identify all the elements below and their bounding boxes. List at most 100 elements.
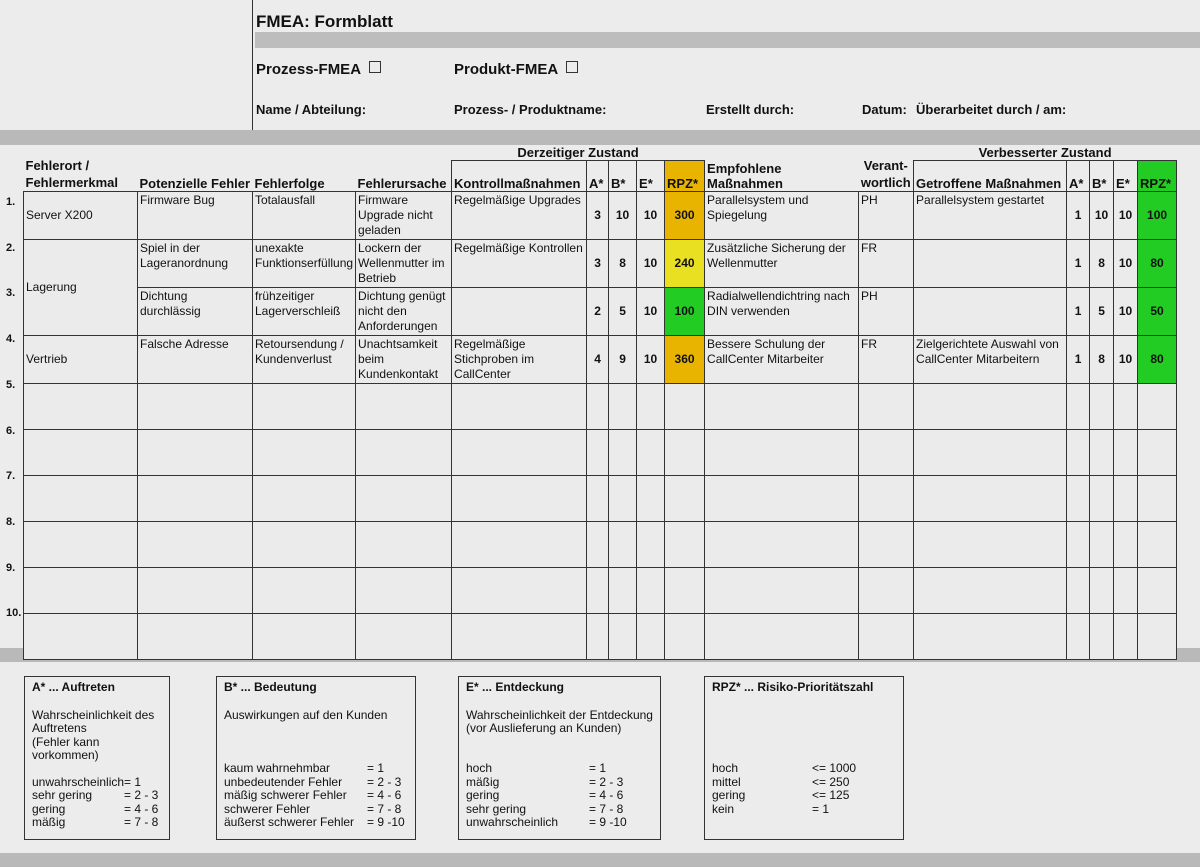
cell-fehler[interactable] <box>137 382 253 430</box>
cell-b2[interactable] <box>1089 520 1115 568</box>
produkt-fmea-checkbox[interactable] <box>566 61 579 73</box>
cell-rpz[interactable]: 360 <box>664 334 706 384</box>
cell-verant[interactable] <box>858 382 915 430</box>
cell-b2[interactable] <box>1089 428 1115 476</box>
cell-getroffen[interactable] <box>913 286 1068 336</box>
cell-empf[interactable]: Bessere Schulung der CallCenter Mitarbei… <box>704 334 860 384</box>
cell-rpz2[interactable] <box>1137 428 1178 476</box>
cell-b[interactable] <box>608 520 638 568</box>
cell-ursache[interactable] <box>355 428 453 476</box>
cell-ort[interactable]: Lagerung <box>23 238 138 336</box>
cell-empf[interactable] <box>704 474 860 522</box>
cell-getroffen[interactable] <box>913 382 1068 430</box>
cell-rpz[interactable] <box>664 382 706 430</box>
cell-e2[interactable]: 10 <box>1113 190 1139 240</box>
cell-e2[interactable] <box>1113 520 1139 568</box>
cell-b[interactable] <box>608 566 638 614</box>
cell-e[interactable] <box>636 428 666 476</box>
cell-empf[interactable]: Zusätzliche Sicherung der Wellenmutter <box>704 238 860 288</box>
cell-a2[interactable]: 1 <box>1066 286 1091 336</box>
cell-verant[interactable] <box>858 428 915 476</box>
prozess-fmea-checkbox[interactable] <box>369 61 382 73</box>
cell-kontrolle[interactable] <box>451 474 588 522</box>
cell-rpz[interactable] <box>664 474 706 522</box>
cell-getroffen[interactable] <box>913 474 1068 522</box>
cell-e[interactable] <box>636 382 666 430</box>
cell-e2[interactable] <box>1113 474 1139 522</box>
cell-b[interactable]: 8 <box>608 238 638 288</box>
cell-fehler[interactable] <box>137 474 253 522</box>
cell-folge[interactable] <box>251 520 357 568</box>
cell-ursache[interactable] <box>355 520 453 568</box>
cell-folge[interactable]: Totalausfall <box>251 190 357 240</box>
cell-folge[interactable] <box>251 566 357 614</box>
cell-ort[interactable] <box>23 428 138 476</box>
cell-empf[interactable] <box>704 382 860 430</box>
cell-kontrolle[interactable] <box>451 566 588 614</box>
cell-folge[interactable] <box>251 382 357 430</box>
cell-kontrolle[interactable] <box>451 520 588 568</box>
cell-getroffen[interactable] <box>913 520 1068 568</box>
produkt-fmea-option[interactable]: Produkt-FMEA <box>454 61 579 78</box>
cell-verant[interactable] <box>858 520 915 568</box>
cell-empf[interactable] <box>704 612 860 660</box>
cell-verant[interactable]: FR <box>858 334 915 384</box>
cell-ursache[interactable]: Lockern der Wellenmutter im Betrieb <box>355 238 453 288</box>
cell-e2[interactable] <box>1113 382 1139 430</box>
cell-a[interactable] <box>586 428 610 476</box>
cell-rpz[interactable]: 100 <box>664 286 706 336</box>
cell-a2[interactable]: 1 <box>1066 190 1091 240</box>
cell-b[interactable]: 10 <box>608 190 638 240</box>
cell-b2[interactable]: 10 <box>1089 190 1115 240</box>
cell-b2[interactable]: 8 <box>1089 238 1115 288</box>
cell-e[interactable] <box>636 612 666 660</box>
cell-getroffen[interactable]: Parallelsystem gestartet <box>913 190 1068 240</box>
cell-b[interactable] <box>608 612 638 660</box>
cell-getroffen[interactable] <box>913 428 1068 476</box>
cell-ursache[interactable]: Dichtung genügt nicht den Anforderungen <box>355 286 453 336</box>
cell-a2[interactable]: 1 <box>1066 334 1091 384</box>
cell-rpz[interactable] <box>664 566 706 614</box>
cell-rpz[interactable] <box>664 520 706 568</box>
cell-ursache[interactable]: Firmware Upgrade nicht geladen <box>355 190 453 240</box>
cell-b[interactable] <box>608 428 638 476</box>
cell-ort[interactable]: Server X200 <box>23 190 138 240</box>
cell-folge[interactable] <box>251 612 357 660</box>
cell-folge[interactable] <box>251 474 357 522</box>
cell-ort[interactable] <box>23 566 138 614</box>
cell-verant[interactable]: FR <box>858 238 915 288</box>
cell-e2[interactable]: 10 <box>1113 334 1139 384</box>
cell-a[interactable]: 2 <box>586 286 610 336</box>
cell-empf[interactable] <box>704 566 860 614</box>
cell-verant[interactable]: PH <box>858 286 915 336</box>
cell-b2[interactable] <box>1089 474 1115 522</box>
cell-a[interactable]: 3 <box>586 238 610 288</box>
cell-folge[interactable]: Retoursendung / Kundenverlust <box>251 334 357 384</box>
cell-a2[interactable] <box>1066 382 1091 430</box>
cell-rpz[interactable] <box>664 612 706 660</box>
cell-fehler[interactable] <box>137 428 253 476</box>
cell-b2[interactable] <box>1089 566 1115 614</box>
cell-ursache[interactable] <box>355 566 453 614</box>
cell-kontrolle[interactable]: Regelmäßige Kontrollen <box>451 238 588 288</box>
cell-ort[interactable] <box>23 474 138 522</box>
cell-e[interactable]: 10 <box>636 334 666 384</box>
cell-kontrolle[interactable] <box>451 428 588 476</box>
cell-ort[interactable]: Vertrieb <box>23 334 138 384</box>
cell-rpz2[interactable] <box>1137 382 1178 430</box>
cell-empf[interactable]: Radialwellendichtring nach DIN verwenden <box>704 286 860 336</box>
cell-folge[interactable]: frühzeitiger Lagerverschleiß <box>251 286 357 336</box>
cell-rpz2[interactable] <box>1137 520 1178 568</box>
cell-ort[interactable] <box>23 612 138 660</box>
cell-empf[interactable]: Parallelsystem und Spiegelung <box>704 190 860 240</box>
cell-rpz2[interactable] <box>1137 612 1178 660</box>
cell-a2[interactable]: 1 <box>1066 238 1091 288</box>
cell-e2[interactable] <box>1113 428 1139 476</box>
cell-fehler[interactable] <box>137 612 253 660</box>
cell-b[interactable]: 9 <box>608 334 638 384</box>
cell-a[interactable] <box>586 474 610 522</box>
cell-b2[interactable] <box>1089 612 1115 660</box>
cell-e2[interactable] <box>1113 612 1139 660</box>
cell-a2[interactable] <box>1066 520 1091 568</box>
cell-kontrolle[interactable]: Regelmäßige Stichproben im CallCenter <box>451 334 588 384</box>
